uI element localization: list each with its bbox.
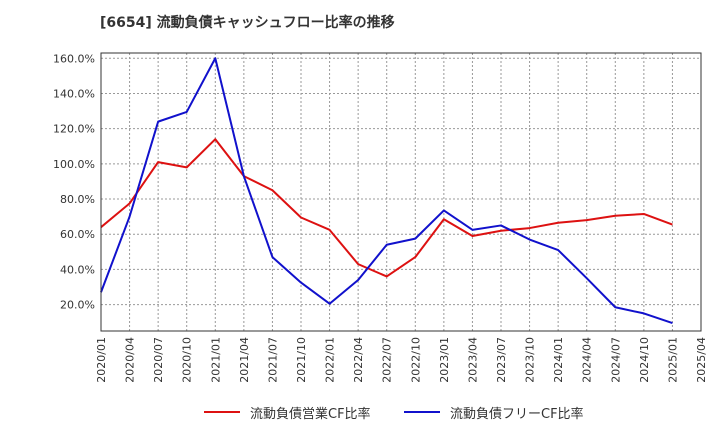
y-tick-label: 100.0% <box>53 158 95 171</box>
series-line-1 <box>100 57 673 325</box>
legend-swatch-operating-cf <box>204 411 240 413</box>
line-chart: 20.0% 40.0% 60.0% 80.0% 100.0% 120.0% 140.0% 16… <box>53 52 708 383</box>
y-tick-label: 160.0% <box>53 52 95 65</box>
x-tick-label: 2025/01 <box>666 337 679 383</box>
x-tick-label: 2022/01 <box>324 337 337 383</box>
legend-item-operating-cf: 流動負債営業CF比率 <box>204 400 371 424</box>
x-tick-label: 2024/04 <box>581 337 594 383</box>
x-tick-label: 2025/04 <box>695 337 708 383</box>
grid-layer <box>101 53 701 331</box>
x-tick-label: 2022/07 <box>381 337 394 383</box>
x-tick-label: 2020/07 <box>152 337 165 383</box>
y-tick-label: 20.0% <box>60 299 95 312</box>
x-tick-label: 2022/10 <box>409 337 422 383</box>
plot-area <box>101 53 701 331</box>
x-tick-label: 2024/01 <box>552 337 565 383</box>
x-tick-label: 2020/01 <box>95 337 108 383</box>
x-tick-label: 2023/01 <box>438 337 451 383</box>
legend-item-free-cf: 流動負債フリーCF比率 <box>404 400 584 424</box>
y-tick-label: 120.0% <box>53 123 95 136</box>
x-tick-label: 2021/07 <box>266 337 279 383</box>
y-tick-label: 140.0% <box>53 87 95 100</box>
x-tick-label: 2024/10 <box>638 337 651 383</box>
y-tick-label: 60.0% <box>60 228 95 241</box>
x-tick-label: 2020/04 <box>124 337 137 383</box>
x-tick-label: 2023/07 <box>495 337 508 383</box>
x-tick-label: 2020/10 <box>181 337 194 383</box>
legend-label-free-cf: 流動負債フリーCF比率 <box>450 406 584 422</box>
axis-layer <box>100 52 702 332</box>
y-tick-labels: 20.0% 40.0% 60.0% 80.0% 100.0% 120.0% 140.0% 16… <box>53 52 95 311</box>
x-tick-label: 2023/10 <box>524 337 537 383</box>
x-tick-label: 2024/07 <box>609 337 622 383</box>
chart-title: [6654] 流動負債キャッシュフロー比率の推移 <box>100 15 395 31</box>
series-layer <box>100 57 673 325</box>
x-tick-label: 2023/04 <box>466 337 479 383</box>
series-line-0 <box>100 138 673 278</box>
x-tick-label: 2021/04 <box>238 337 251 383</box>
x-tick-label: 2021/10 <box>295 337 308 383</box>
x-tick-label: 2021/01 <box>209 337 222 383</box>
legend-swatch-free-cf <box>404 411 440 413</box>
plot-frame <box>100 52 702 332</box>
y-tick-label: 80.0% <box>60 193 95 206</box>
legend-label-operating-cf: 流動負債営業CF比率 <box>250 406 371 422</box>
y-tick-label: 40.0% <box>60 263 95 276</box>
x-tick-labels: 2020/01 2020/04 2020/07 2020/10 2021/01 2021/… <box>95 337 708 383</box>
x-tick-label: 2022/04 <box>352 337 365 383</box>
legend: 流動負債営業CF比率 流動負債フリーCF比率 <box>0 400 720 424</box>
